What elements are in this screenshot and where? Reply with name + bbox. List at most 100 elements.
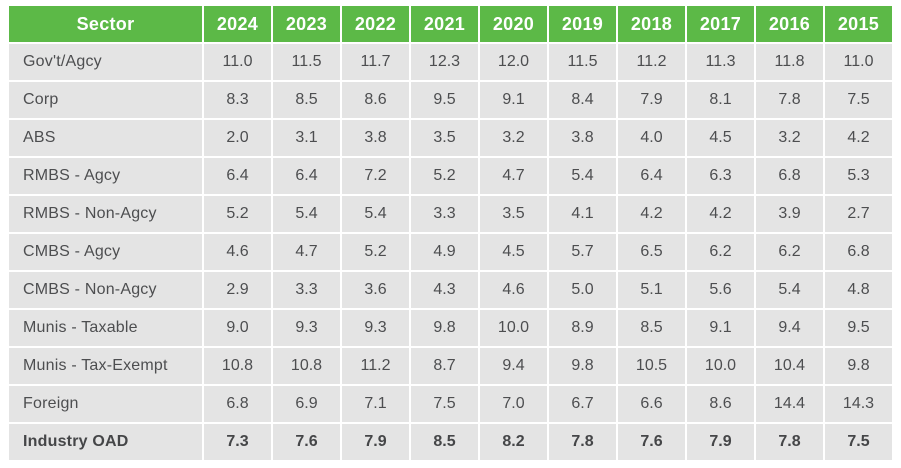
header-cell-year: 2015 — [825, 6, 892, 42]
value-cell: 5.2 — [411, 158, 478, 194]
table-row: ABS 2.0 3.1 3.8 3.5 3.2 3.8 4.0 4.5 3.2 4.2 — [9, 120, 892, 156]
value-cell: 11.8 — [756, 44, 823, 80]
value-cell: 3.5 — [480, 196, 547, 232]
value-cell: 11.2 — [342, 348, 409, 384]
value-cell: 7.8 — [549, 424, 616, 460]
value-cell: 6.8 — [756, 158, 823, 194]
value-cell: 8.6 — [687, 386, 754, 422]
value-cell: 7.2 — [342, 158, 409, 194]
value-cell: 4.2 — [618, 196, 685, 232]
value-cell: 4.8 — [825, 272, 892, 308]
header-cell-year: 2024 — [204, 6, 271, 42]
value-cell: 4.2 — [825, 120, 892, 156]
value-cell: 3.2 — [480, 120, 547, 156]
value-cell: 4.3 — [411, 272, 478, 308]
table-row: Munis - Tax-Exempt 10.8 10.8 11.2 8.7 9.4 9.8 1… — [9, 348, 892, 384]
value-cell: 9.5 — [411, 82, 478, 118]
value-cell: 8.7 — [411, 348, 478, 384]
value-cell: 5.4 — [273, 196, 340, 232]
value-cell: 6.5 — [618, 234, 685, 270]
value-cell: 3.5 — [411, 120, 478, 156]
value-cell: 9.0 — [204, 310, 271, 346]
value-cell: 5.6 — [687, 272, 754, 308]
value-cell: 4.5 — [687, 120, 754, 156]
table-row: Industry OAD 7.3 7.6 7.9 8.5 8.2 7.8 7.6 7.9 7.8 7… — [9, 424, 892, 460]
value-cell: 3.2 — [756, 120, 823, 156]
value-cell: 10.5 — [618, 348, 685, 384]
header-cell-year: 2018 — [618, 6, 685, 42]
value-cell: 6.4 — [273, 158, 340, 194]
value-cell: 8.9 — [549, 310, 616, 346]
value-cell: 10.8 — [204, 348, 271, 384]
row-label: CMBS - Agcy — [9, 234, 202, 270]
value-cell: 7.5 — [825, 424, 892, 460]
value-cell: 7.5 — [825, 82, 892, 118]
value-cell: 2.0 — [204, 120, 271, 156]
value-cell: 7.5 — [411, 386, 478, 422]
value-cell: 3.1 — [273, 120, 340, 156]
table-header: Sector 2024 2023 2022 2021 2020 2019 2018 2017 20… — [9, 6, 892, 42]
value-cell: 6.8 — [825, 234, 892, 270]
value-cell: 8.3 — [204, 82, 271, 118]
row-label: ABS — [9, 120, 202, 156]
value-cell: 6.7 — [549, 386, 616, 422]
value-cell: 5.2 — [342, 234, 409, 270]
sector-oad-table: Sector 2024 2023 2022 2021 2020 2019 2018 2017 20… — [7, 4, 894, 462]
value-cell: 14.3 — [825, 386, 892, 422]
value-cell: 4.6 — [204, 234, 271, 270]
value-cell: 6.4 — [618, 158, 685, 194]
row-label: Corp — [9, 82, 202, 118]
value-cell: 9.8 — [411, 310, 478, 346]
table-row: Munis - Taxable 9.0 9.3 9.3 9.8 10.0 8.9 8.5 9.1… — [9, 310, 892, 346]
value-cell: 2.9 — [204, 272, 271, 308]
value-cell: 6.2 — [687, 234, 754, 270]
value-cell: 9.4 — [480, 348, 547, 384]
value-cell: 11.3 — [687, 44, 754, 80]
table-row: RMBS - Agcy 6.4 6.4 7.2 5.2 4.7 5.4 6.4 6.3 6.8 5.… — [9, 158, 892, 194]
value-cell: 3.9 — [756, 196, 823, 232]
header-row: Sector 2024 2023 2022 2021 2020 2019 2018 2017 20… — [9, 6, 892, 42]
value-cell: 9.1 — [687, 310, 754, 346]
value-cell: 10.0 — [687, 348, 754, 384]
value-cell: 8.4 — [549, 82, 616, 118]
value-cell: 5.1 — [618, 272, 685, 308]
value-cell: 8.6 — [342, 82, 409, 118]
table-row: CMBS - Agcy 4.6 4.7 5.2 4.9 4.5 5.7 6.5 6.2 6.2 6.… — [9, 234, 892, 270]
value-cell: 7.3 — [204, 424, 271, 460]
value-cell: 6.8 — [204, 386, 271, 422]
value-cell: 11.5 — [273, 44, 340, 80]
value-cell: 8.5 — [618, 310, 685, 346]
value-cell: 7.8 — [756, 82, 823, 118]
value-cell: 9.3 — [342, 310, 409, 346]
value-cell: 4.7 — [273, 234, 340, 270]
value-cell: 11.0 — [825, 44, 892, 80]
value-cell: 9.5 — [825, 310, 892, 346]
value-cell: 4.1 — [549, 196, 616, 232]
value-cell: 9.4 — [756, 310, 823, 346]
value-cell: 4.6 — [480, 272, 547, 308]
table-row: Corp 8.3 8.5 8.6 9.5 9.1 8.4 7.9 8.1 7.8 7.5 — [9, 82, 892, 118]
value-cell: 9.8 — [549, 348, 616, 384]
value-cell: 12.0 — [480, 44, 547, 80]
value-cell: 11.7 — [342, 44, 409, 80]
row-label: Industry OAD — [9, 424, 202, 460]
value-cell: 5.7 — [549, 234, 616, 270]
row-label: Munis - Taxable — [9, 310, 202, 346]
table-row: Gov't/Agcy 11.0 11.5 11.7 12.3 12.0 11.5 11.2 11… — [9, 44, 892, 80]
value-cell: 3.8 — [342, 120, 409, 156]
header-cell-sector: Sector — [9, 6, 202, 42]
value-cell: 9.1 — [480, 82, 547, 118]
header-cell-year: 2022 — [342, 6, 409, 42]
value-cell: 5.0 — [549, 272, 616, 308]
value-cell: 11.5 — [549, 44, 616, 80]
row-label: CMBS - Non-Agcy — [9, 272, 202, 308]
value-cell: 3.3 — [411, 196, 478, 232]
value-cell: 5.2 — [204, 196, 271, 232]
value-cell: 8.2 — [480, 424, 547, 460]
value-cell: 9.8 — [825, 348, 892, 384]
header-cell-year: 2019 — [549, 6, 616, 42]
value-cell: 4.5 — [480, 234, 547, 270]
value-cell: 12.3 — [411, 44, 478, 80]
value-cell: 6.2 — [756, 234, 823, 270]
